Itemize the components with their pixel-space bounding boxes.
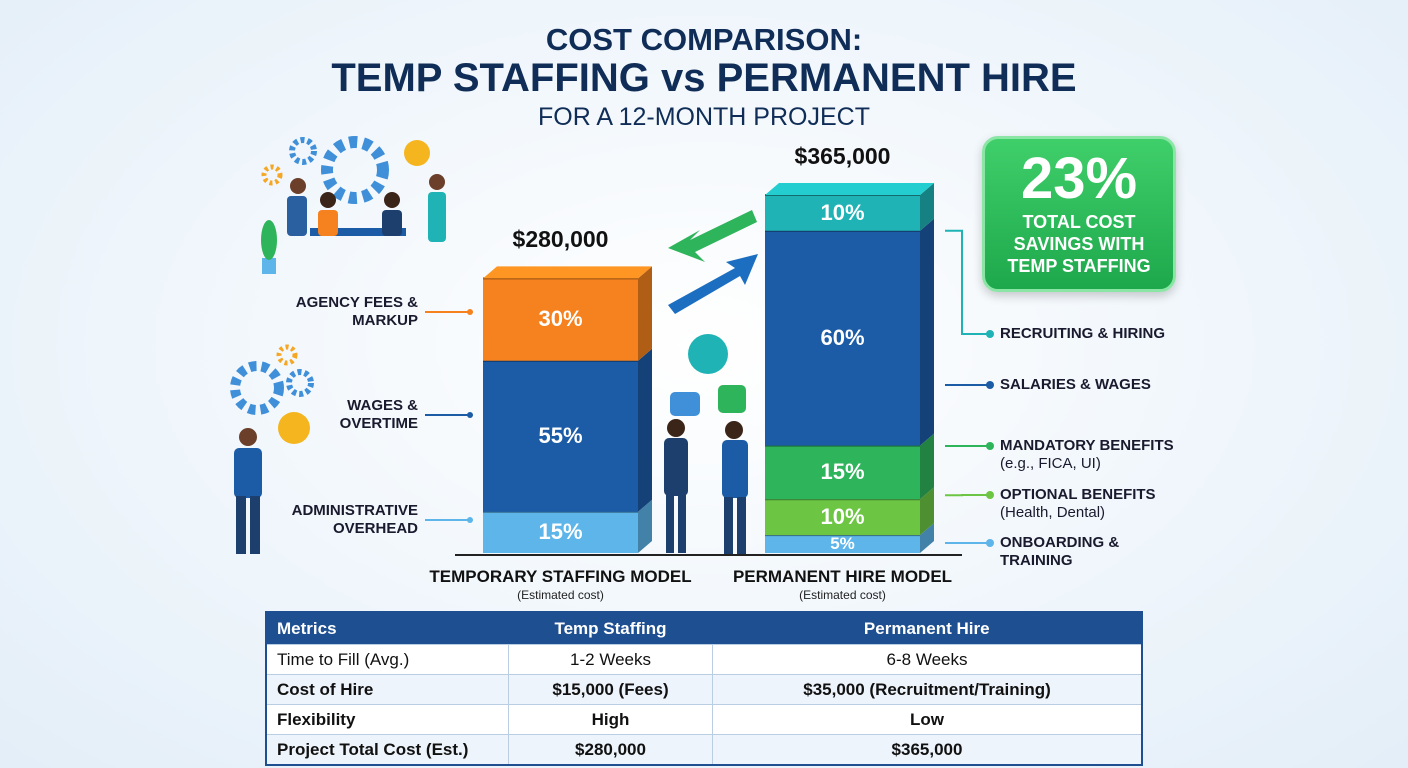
bar-segment	[483, 511, 638, 553]
bar-segment	[765, 195, 920, 231]
segment-name: ADMINISTRATIVE OVERHEAD	[270, 502, 418, 538]
illustration-handshake	[664, 334, 748, 554]
segment-name-text: AGENCY FEES & MARKUP	[295, 294, 418, 329]
connector-dot	[986, 539, 994, 547]
table-header-cell: Permanent Hire	[712, 612, 1142, 645]
segment-label: 10%	[820, 199, 865, 225]
arrow-blue	[668, 254, 758, 314]
connector	[945, 229, 990, 335]
segment-name-text: ONBOARDING & TRAINING	[1000, 534, 1120, 569]
segment-note: (Health, Dental)	[1000, 504, 1106, 521]
segment-label: 5%	[830, 533, 855, 553]
connector-dot	[467, 412, 473, 418]
connector-dot	[986, 330, 994, 338]
bar-side	[920, 523, 934, 553]
segment-name-text: ADMINISTRATIVE OVERHEAD	[291, 502, 418, 537]
segment-name-text: OPTIONAL BENEFITS	[1000, 486, 1156, 503]
bar-top	[765, 183, 934, 195]
connector-dot	[467, 517, 473, 523]
table-row: Project Total Cost (Est.) $280,000 $365,00…	[266, 734, 1142, 765]
bar-side	[920, 218, 934, 446]
arrow-green	[668, 210, 757, 262]
bar-side	[638, 348, 652, 512]
bar-label: TEMPORARY STAFFING MODEL	[429, 567, 692, 586]
bar-top	[483, 266, 652, 279]
segment-name: WAGES & OVERTIME	[270, 397, 418, 433]
illustration-team	[261, 136, 446, 274]
bar-total: $280,000	[512, 226, 609, 253]
savings-text: TOTAL COST SAVINGS WITH TEMP STAFFING	[1007, 212, 1151, 276]
segment-note: (e.g., FICA, UI)	[1000, 455, 1101, 472]
table-cell: Time to Fill (Avg.)	[266, 644, 509, 675]
savings-value: 23%	[1020, 146, 1138, 211]
segment-label: 15%	[538, 519, 583, 545]
segment-name: OPTIONAL BENEFITS (Health, Dental)	[1000, 486, 1200, 522]
connector-dot	[467, 309, 473, 315]
table-cell: $280,000	[507, 734, 713, 765]
bar-label: PERMANENT HIRE MODEL	[732, 567, 953, 586]
connector-dot	[986, 381, 994, 389]
segment-name: AGENCY FEES & MARKUP	[270, 294, 418, 330]
segment-label: 60%	[820, 325, 865, 350]
savings-callout: 23% TOTAL COST SAVINGS WITH TEMP STAFFIN…	[982, 136, 1176, 292]
bar-segment	[765, 230, 920, 446]
bar-side	[638, 499, 652, 553]
bar-side	[638, 266, 652, 361]
table-cell: Cost of Hire	[266, 674, 509, 705]
segment-name: MANDATORY BENEFITS (e.g., FICA, UI)	[1000, 437, 1200, 473]
table-row: Cost of Hire $15,000 (Fees) $35,000 (Recru…	[266, 674, 1142, 705]
segment-name: ONBOARDING & TRAINING	[1000, 534, 1200, 570]
table-cell: Low	[712, 704, 1142, 735]
table-cell: $365,000	[712, 734, 1142, 765]
bar-note: (Estimated cost)	[799, 588, 886, 602]
segment-name: RECRUITING & HIRING	[1000, 325, 1200, 343]
bar-segment	[483, 278, 638, 361]
table-row: Time to Fill (Avg.) 1-2 Weeks 6-8 Weeks	[266, 644, 1142, 675]
caption: FOR A 12-MONTH PROJECT	[538, 103, 870, 131]
bar-note: (Estimated cost)	[517, 588, 604, 602]
bar-side	[920, 487, 934, 536]
subtitle: TEMP STAFFING vs PERMANENT HIRE	[331, 56, 1077, 100]
bar-side	[920, 433, 934, 500]
segment-name-text: RECRUITING & HIRING	[1000, 325, 1165, 342]
bar-segment	[765, 535, 920, 553]
segment-name-text: SALARIES & WAGES	[1000, 376, 1151, 393]
bar-total: $365,000	[794, 143, 891, 169]
table-header: Metrics Temp Staffing Permanent Hire	[266, 612, 1142, 645]
segment-label: 55%	[538, 423, 583, 449]
connector-dot	[986, 491, 994, 499]
table-row: Flexibility High Low	[266, 704, 1142, 735]
segment-name-text: WAGES & OVERTIME	[339, 397, 418, 432]
segment-label: 10%	[820, 504, 865, 529]
connector-dot	[986, 442, 994, 450]
table-cell: $35,000 (Recruitment/Training)	[712, 674, 1142, 705]
bar-segment	[765, 445, 920, 500]
segment-label: 15%	[820, 459, 865, 485]
table-cell: $15,000 (Fees)	[507, 674, 713, 705]
segment-name: SALARIES & WAGES	[1000, 376, 1200, 394]
table-header-cell: Metrics	[266, 612, 509, 645]
table-cell: Flexibility	[266, 704, 509, 735]
table-cell: High	[507, 704, 713, 735]
title: COST COMPARISON:	[545, 22, 863, 57]
segment-name-text: MANDATORY BENEFITS	[1000, 437, 1174, 454]
comparison-table: Metrics Temp Staffing Permanent Hire Time …	[265, 611, 1143, 766]
table-cell: 6-8 Weeks	[712, 644, 1142, 675]
illustration-manager	[230, 344, 314, 554]
bar-segment	[765, 499, 920, 536]
table-cell: Project Total Cost (Est.)	[266, 734, 509, 765]
table-header-cell: Temp Staffing	[508, 612, 713, 645]
segment-label: 30%	[538, 306, 583, 332]
bar-segment	[483, 360, 638, 512]
table-cell: 1-2 Weeks	[507, 644, 713, 675]
bar-side	[920, 183, 934, 231]
